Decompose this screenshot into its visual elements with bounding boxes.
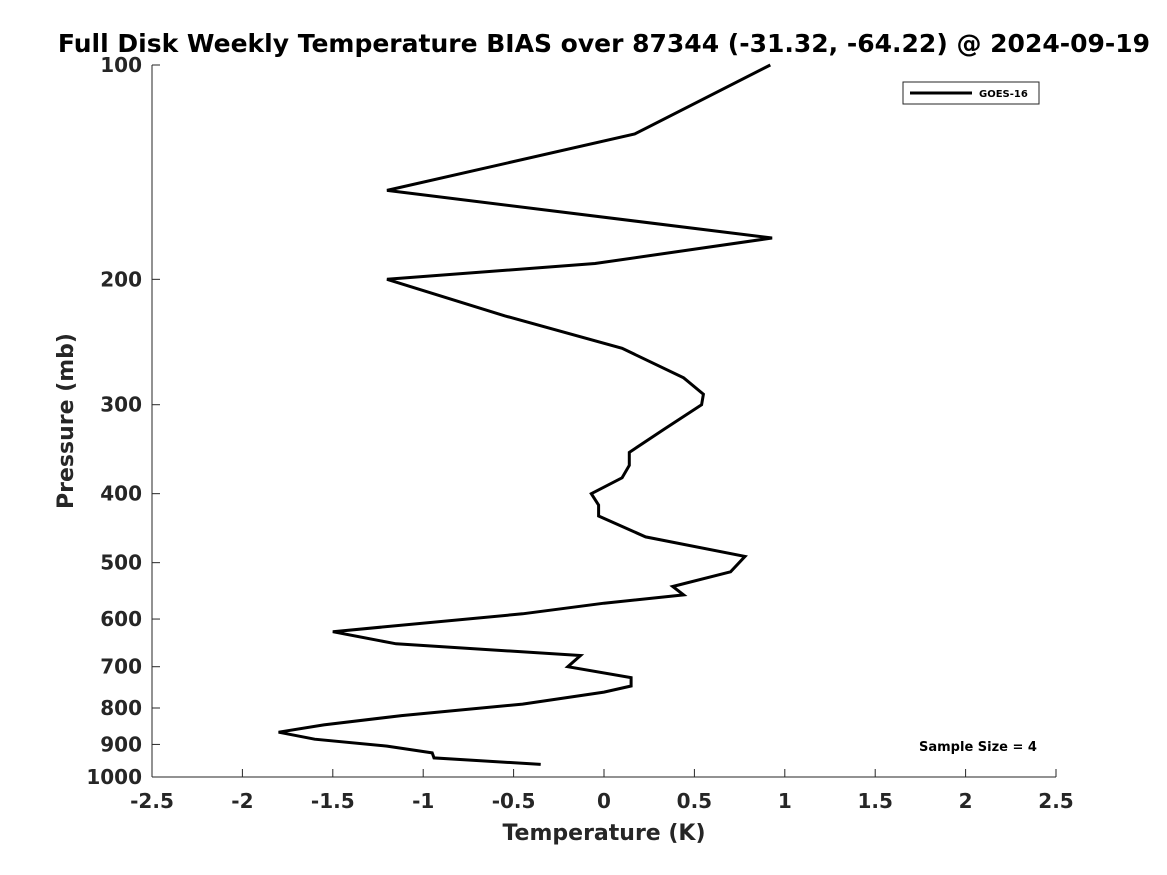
y-tick-label: 100 (100, 53, 142, 77)
y-axis-label: Pressure (mb) (54, 333, 79, 509)
x-tick-label: 2.5 (1038, 789, 1073, 813)
x-tick-label: 2 (959, 789, 973, 813)
x-tick-label: 0 (597, 789, 611, 813)
x-tick-label: -1.5 (311, 789, 355, 813)
y-tick-label: 200 (100, 267, 142, 291)
y-tick-label: 600 (100, 607, 142, 631)
y-tick-label: 800 (100, 696, 142, 720)
x-tick-label: 0.5 (677, 789, 712, 813)
chart-title: Full Disk Weekly Temperature BIAS over 8… (58, 29, 1150, 58)
y-tick-label: 400 (100, 482, 142, 506)
x-tick-label: -2 (231, 789, 253, 813)
legend: GOES-16 (902, 81, 1040, 105)
y-axis-ticks: 100 200 300 400 500 600 700 800 900 1000 (86, 53, 160, 789)
x-axis-label: Temperature (K) (502, 821, 705, 846)
x-tick-label: 1.5 (857, 789, 892, 813)
x-tick-label: -0.5 (492, 789, 536, 813)
sample-size-annotation: Sample Size = 4 (919, 740, 1037, 755)
y-tick-label: 500 (100, 551, 142, 575)
x-tick-label: -2.5 (130, 789, 174, 813)
series-layer (278, 63, 773, 766)
x-tick-label: 1 (778, 789, 792, 813)
series-line-goes-16 (278, 63, 773, 766)
x-axis-ticks: -2.5 -2 -1.5 -1 -0.5 0 0.5 1 1.5 2 2.5 (130, 769, 1074, 813)
x-tick-label: -1 (412, 789, 434, 813)
y-tick-label: 1000 (86, 765, 142, 789)
y-tick-label: 900 (100, 732, 142, 756)
y-tick-label: 700 (100, 655, 142, 679)
y-tick-label: 300 (100, 393, 142, 417)
legend-label-goes-16: GOES-16 (979, 89, 1028, 100)
